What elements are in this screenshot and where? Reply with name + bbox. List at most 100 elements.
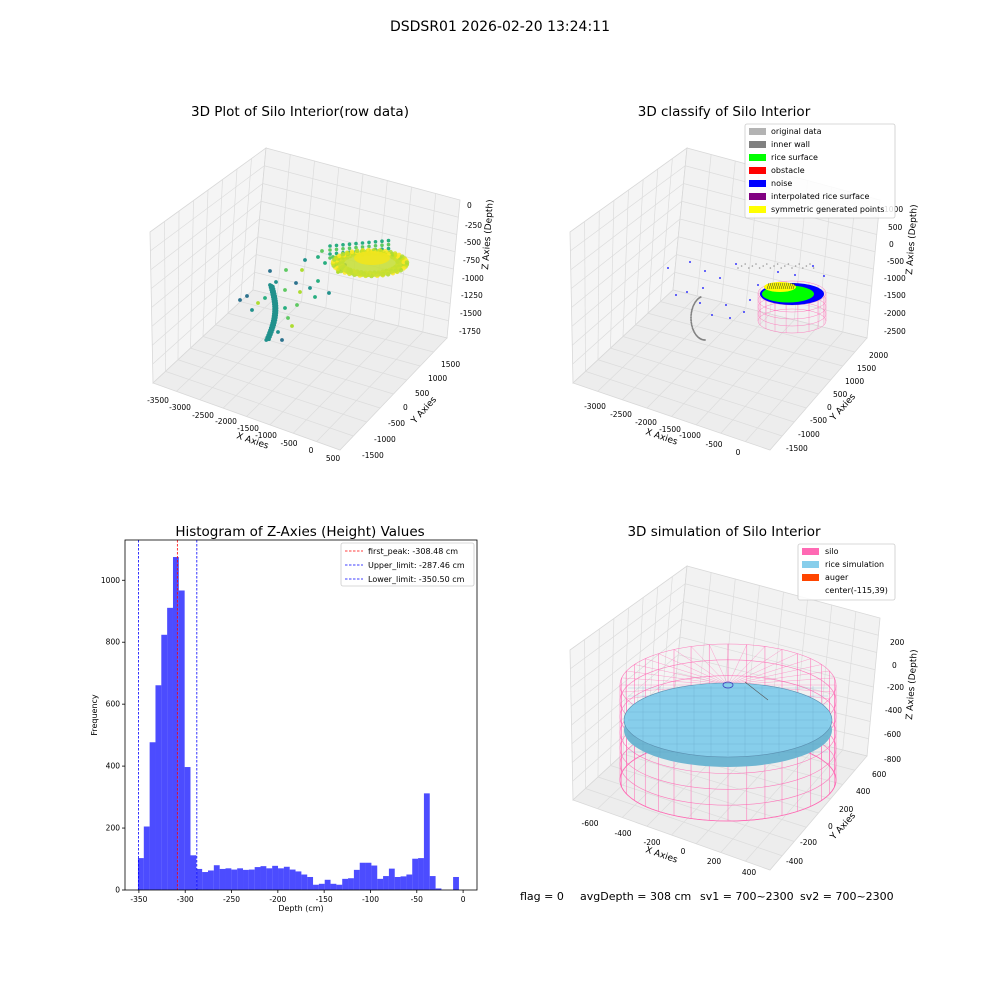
classify-z-tick: -2000 — [884, 309, 906, 318]
raw-box — [149, 147, 461, 451]
auger-marker — [722, 681, 734, 689]
data-point — [245, 294, 249, 298]
histogram-bar — [342, 878, 349, 890]
data-point — [744, 263, 746, 265]
texture-line — [774, 282, 778, 290]
data-point — [280, 338, 284, 342]
data-point — [729, 317, 731, 319]
data-point — [386, 246, 391, 251]
raw-z-tick: -1500 — [460, 309, 482, 318]
data-point — [690, 322, 693, 325]
classify-y-tick: 1500 — [857, 364, 876, 373]
surface-cap — [354, 251, 390, 265]
data-point — [725, 304, 727, 306]
data-point — [256, 301, 260, 305]
status-sv2: sv2 = 700~2300 — [800, 890, 894, 903]
data-point — [777, 271, 779, 273]
histogram-bar — [254, 867, 261, 890]
data-point — [758, 267, 761, 269]
data-point — [295, 303, 299, 307]
data-point — [692, 328, 695, 331]
data-point — [327, 291, 331, 295]
grid-line — [647, 312, 843, 367]
data-point — [334, 243, 339, 248]
data-point — [805, 265, 808, 267]
panel-simulation: 3D simulation of Silo Interior -600 -400 -… — [569, 524, 920, 877]
data-point — [691, 327, 694, 330]
data-point — [290, 324, 294, 328]
data-point — [386, 238, 391, 243]
data-point — [798, 263, 800, 265]
grid-line — [227, 168, 238, 314]
silo-spoke — [709, 644, 729, 686]
simulation-x-tick: 200 — [707, 857, 722, 866]
data-point — [344, 250, 350, 256]
grid-line — [695, 319, 795, 426]
legend-label: center(-115,39) — [825, 586, 888, 595]
data-point — [367, 240, 371, 245]
auger-line — [744, 681, 769, 701]
histogram-bar — [423, 793, 430, 890]
raw-x-tick: -3500 — [147, 396, 169, 405]
grid-line — [720, 325, 819, 434]
legend-swatch — [749, 206, 766, 213]
symmetric-points — [764, 282, 796, 292]
texture-line — [780, 282, 784, 290]
raw-z-tick: -250 — [465, 221, 482, 230]
status-line: flag = 0 avgDepth = 308 cm sv1 = 700~230… — [520, 890, 894, 903]
data-point — [690, 321, 693, 324]
data-point — [740, 265, 743, 267]
raw-y-tick: -1500 — [362, 451, 384, 460]
histogram-x-ticks: -350 -300 -250 -200 -150 -100 -50 0 — [130, 890, 466, 904]
histogram-x-label: Depth (cm) — [278, 904, 323, 913]
data-point — [690, 314, 692, 317]
raw-y-tick: -500 — [388, 419, 405, 428]
simulation-y-tick: 200 — [839, 805, 854, 814]
data-point — [360, 241, 365, 245]
classify-y-tick: -1500 — [786, 444, 808, 453]
data-point — [812, 265, 814, 267]
data-point — [667, 267, 669, 269]
texture-line — [790, 282, 794, 290]
histogram-bar — [301, 874, 308, 890]
raw-x-tick: 500 — [326, 454, 341, 463]
histogram-bar — [237, 868, 244, 890]
x-tick-label: -100 — [362, 895, 379, 904]
data-point — [347, 242, 352, 246]
simulation-x-tick: -600 — [581, 819, 598, 828]
data-point — [298, 290, 302, 294]
grid-line — [745, 749, 844, 862]
classify-x-tick: -1000 — [679, 431, 701, 440]
texture-line — [770, 282, 774, 290]
data-point — [238, 298, 242, 302]
legend-swatch — [749, 154, 766, 161]
histogram-bar — [394, 876, 401, 890]
silo-spoke — [626, 670, 729, 686]
histogram-bar — [400, 876, 407, 890]
y-tick-label: 800 — [106, 638, 121, 647]
legend-swatch — [802, 574, 819, 581]
silo-spoke — [727, 649, 783, 686]
legend-swatch — [749, 167, 766, 174]
classify-x-tick: -1500 — [659, 425, 681, 434]
classify-z-tick: -500 — [887, 257, 904, 266]
panel-classify: 3D classify of Silo Interior -3000-2500-… — [569, 104, 920, 457]
raw-z-tick: -1250 — [461, 291, 483, 300]
simulation-y-tick: -400 — [786, 857, 803, 866]
simulation-z-tick: -200 — [887, 683, 904, 692]
y-tick-label: 600 — [106, 700, 121, 709]
data-point — [802, 267, 804, 269]
histogram-y-ticks: 0 200 400 600 800 1000 — [101, 576, 125, 895]
data-point — [313, 295, 317, 299]
classify-x-tick: -2500 — [610, 410, 632, 419]
data-point — [367, 244, 371, 249]
y-tick-label: 0 — [115, 886, 120, 895]
data-point — [711, 314, 713, 316]
data-point — [264, 338, 269, 342]
grid-line — [570, 601, 877, 688]
data-point — [373, 244, 378, 248]
grid-line — [293, 325, 399, 434]
classify-z-tick: -1500 — [884, 291, 906, 300]
histogram-bar — [243, 869, 249, 890]
data-point — [690, 316, 692, 319]
